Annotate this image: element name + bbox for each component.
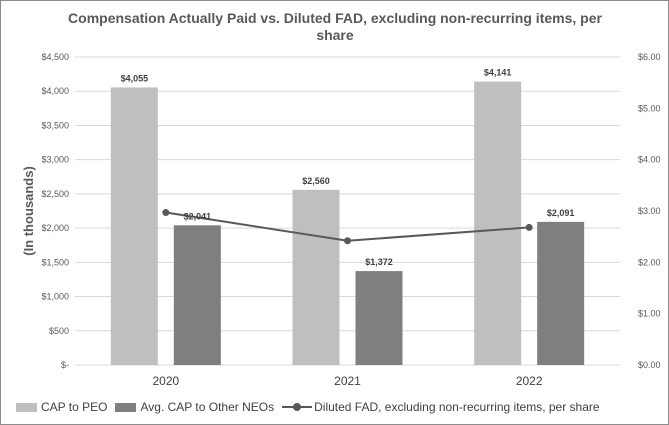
data-label-cap-peo: $2,560 [302, 176, 330, 186]
x-tick-label: 2022 [516, 374, 543, 388]
y-tick-label: $2,000 [41, 223, 69, 233]
legend-swatch-avg-cap-neos [115, 402, 137, 412]
data-label-avg-cap-neos: $2,041 [184, 211, 212, 221]
bar-cap-peo [110, 87, 158, 366]
y-tick-label: $3,000 [41, 155, 69, 165]
y2-tick-label: $4.00 [638, 155, 661, 165]
y-tick-label: $3,500 [41, 120, 69, 130]
legend-line-marker-icon [282, 402, 313, 412]
y-tick-label: $500 [49, 326, 69, 336]
y-tick-label: $1,000 [41, 292, 69, 302]
y-tick-label: $4,000 [41, 86, 69, 96]
point-diluted-fad [525, 223, 533, 231]
bar-avg-cap-neos [173, 225, 221, 365]
point-diluted-fad [162, 209, 170, 217]
x-tick-label: 2021 [334, 374, 361, 388]
y-tick-label: $1,500 [41, 257, 69, 267]
legend-label-avg-cap-neos: Avg. CAP to Other NEOs [140, 400, 275, 414]
bar-cap-peo [474, 81, 522, 365]
data-label-avg-cap-neos: $1,372 [365, 257, 393, 267]
legend-swatch-cap-peo [16, 402, 37, 412]
data-label-avg-cap-neos: $2,091 [547, 208, 575, 218]
bar-cap-peo [292, 189, 340, 365]
legend-item-cap-peo: CAP to PEO [16, 400, 107, 414]
y2-tick-label: $2.00 [638, 257, 661, 267]
data-label-cap-peo: $4,055 [121, 73, 149, 83]
bar-avg-cap-neos [537, 221, 585, 365]
legend-item-diluted-fad: Diluted FAD, excluding non-recurring ite… [282, 400, 600, 414]
chart-title: Compensation Actually Paid vs. Diluted F… [68, 10, 602, 43]
y-tick-label: $4,500 [41, 52, 69, 62]
legend-item-avg-cap-neos: Avg. CAP to Other NEOs [115, 400, 274, 414]
y-axis-title: (In thousands) [21, 166, 36, 256]
y2-tick-label: $3.00 [638, 206, 661, 216]
bar-avg-cap-neos [355, 271, 403, 365]
x-tick-label: 2020 [152, 374, 179, 388]
y2-tick-label: $6.00 [638, 52, 661, 62]
legend-label-diluted-fad: Diluted FAD, excluding non-recurring ite… [314, 400, 600, 414]
y2-tick-label: $5.00 [638, 103, 661, 113]
y2-tick-label: $1.00 [638, 309, 661, 319]
y2-tick-label: $0.00 [638, 360, 661, 370]
legend-label-cap-peo: CAP to PEO [41, 400, 108, 414]
y-tick-label: $- [61, 360, 69, 370]
point-diluted-fad [344, 237, 351, 245]
data-label-cap-peo: $4,141 [484, 68, 512, 78]
y-tick-label: $2,500 [41, 189, 69, 199]
legend: CAP to PEO Avg. CAP to Other NEOs Dilute… [16, 399, 608, 415]
